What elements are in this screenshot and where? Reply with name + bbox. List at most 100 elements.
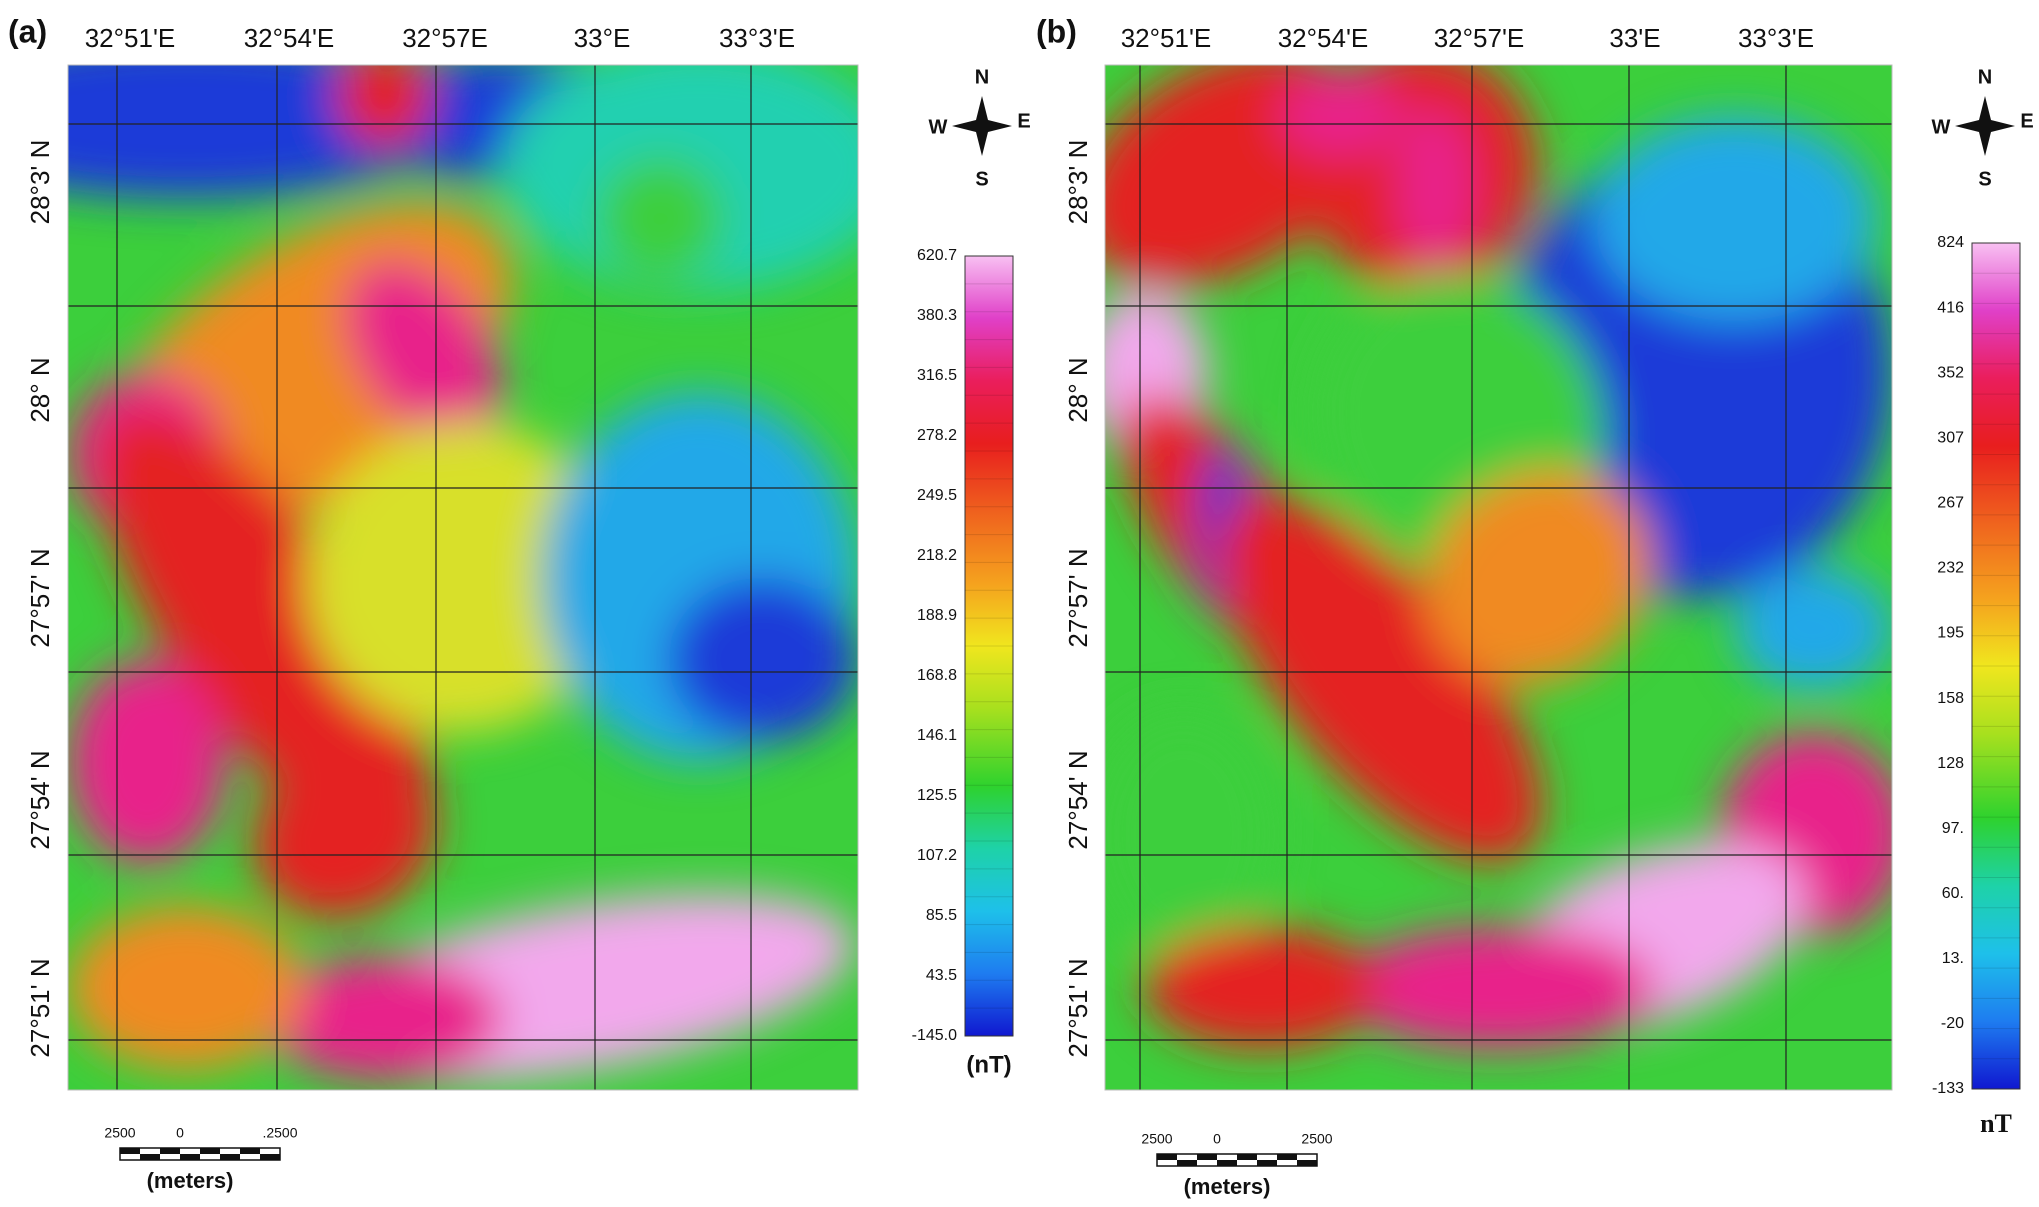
panel-label: (a) <box>8 13 47 49</box>
map-frame <box>1104 64 1893 1091</box>
colorbar-label: 218.2 <box>917 547 957 564</box>
colorbar-label: -20 <box>1941 1015 1964 1032</box>
colorbar-label: 107.2 <box>917 847 957 864</box>
longitude-label: 32°57E <box>402 23 488 53</box>
latitude-label: 28° N <box>25 357 55 422</box>
longitude-label: 33°E <box>574 23 631 53</box>
scale-label: 0 <box>1213 1131 1221 1147</box>
scale-label: 0 <box>176 1125 184 1141</box>
scale-segment <box>160 1148 180 1154</box>
compass-rose <box>1955 96 2015 156</box>
colorbar-label: 97. <box>1942 820 1964 837</box>
latitude-label: 27°54' N <box>1063 750 1093 849</box>
scale-segment <box>1297 1160 1317 1166</box>
colorbar-label: 125.5 <box>917 787 957 804</box>
colorbar-label: 380.3 <box>917 307 957 324</box>
scale-segment <box>1157 1154 1177 1160</box>
anomaly <box>668 577 858 742</box>
longitude-label: 32°57'E <box>1434 23 1525 53</box>
anomaly <box>1734 567 1892 691</box>
colorbar-label: 188.9 <box>917 607 957 624</box>
anomaly <box>99 411 432 846</box>
colorbar-label: 60. <box>1942 885 1964 902</box>
colorbar-label: 316.5 <box>917 367 957 384</box>
scale-unit: (meters) <box>147 1168 234 1193</box>
compass-s: S <box>1978 168 1991 190</box>
scale-label: 2500 <box>104 1125 135 1141</box>
longitude-label: 32°54'E <box>244 23 335 53</box>
compass-e: E <box>1017 110 1030 132</box>
anomaly <box>1424 469 1652 686</box>
colorbar <box>1971 242 2021 1090</box>
scale-label: 2500 <box>1141 1131 1172 1147</box>
colorbar-label: 43.5 <box>926 967 957 984</box>
colorbar-label: 195 <box>1937 625 1964 642</box>
colorbar-label: 128 <box>1937 755 1964 772</box>
latitude-label: 27°51' N <box>1063 958 1093 1057</box>
anomaly <box>597 157 724 281</box>
scale-segment <box>260 1154 280 1160</box>
magnetic-map <box>68 65 858 1090</box>
colorbar-label: 13. <box>1942 950 1964 967</box>
longitude-label: 33°3'E <box>1738 23 1814 53</box>
scale-label: .2500 <box>262 1125 297 1141</box>
colorbar-unit: (nT) <box>966 1051 1011 1078</box>
compass-s: S <box>975 168 988 190</box>
anomaly <box>1105 710 1279 957</box>
colorbar-label: 267 <box>1937 495 1964 512</box>
colorbar-label: 85.5 <box>926 907 957 924</box>
scale-segment <box>120 1148 140 1154</box>
colorbar-label: 249.5 <box>917 487 957 504</box>
scale-segment <box>1177 1160 1197 1166</box>
compass-w: W <box>1932 116 1951 138</box>
scale-segment <box>200 1148 220 1154</box>
anomaly <box>1396 106 1475 270</box>
colorbar-unit: nT <box>1980 1109 2012 1138</box>
map-frame <box>67 64 859 1091</box>
anomaly <box>306 422 620 733</box>
scale-bar <box>119 1147 281 1161</box>
scale-unit: (meters) <box>1184 1174 1271 1199</box>
scale-segment <box>240 1148 260 1154</box>
latitude-label: 27°51' N <box>25 958 55 1057</box>
anomaly-blobs <box>1105 65 1892 1049</box>
colorbar-label: 620.7 <box>917 247 957 264</box>
colorbar <box>964 255 1014 1037</box>
longitude-label: 33'E <box>1609 23 1660 53</box>
longitude-label: 32°51'E <box>1121 23 1212 53</box>
colorbar-label: 352 <box>1937 364 1964 381</box>
compass-w: W <box>929 116 948 138</box>
anomaly <box>265 956 503 1080</box>
anomaly <box>1218 496 1543 864</box>
anomaly <box>252 748 437 920</box>
scale-segment <box>1217 1160 1237 1166</box>
longitude-label: 32°54'E <box>1278 23 1369 53</box>
latitude-label: 27°57' N <box>1063 548 1093 647</box>
scale-label: 2500 <box>1301 1131 1332 1147</box>
panel-label: (b) <box>1036 13 1077 49</box>
anomaly <box>1278 75 1405 158</box>
anomaly <box>1144 926 1381 1049</box>
anomaly <box>1592 116 1877 322</box>
latitude-label: 28°3' N <box>1063 140 1093 225</box>
colorbar-label: 232 <box>1937 560 1964 577</box>
anomaly <box>68 659 226 865</box>
colorbar-label: 824 <box>1937 234 1964 251</box>
compass-n: N <box>975 66 989 88</box>
scale-segment <box>140 1154 160 1160</box>
anomaly <box>1341 926 1656 1049</box>
compass-rose <box>952 96 1012 156</box>
scale-segment <box>1237 1154 1257 1160</box>
colorbar-label: 168.8 <box>917 667 957 684</box>
colorbar-label: 158 <box>1937 690 1964 707</box>
latitude-label: 28°3' N <box>25 140 55 225</box>
latitude-label: 28° N <box>1063 357 1093 422</box>
longitude-label: 33°3'E <box>719 23 795 53</box>
scale-segment <box>1197 1154 1217 1160</box>
scale-segment <box>180 1154 200 1160</box>
colorbar-label: 278.2 <box>917 427 957 444</box>
latitude-label: 27°57' N <box>25 548 55 647</box>
anomaly <box>68 905 305 1070</box>
colorbar-label: 146.1 <box>917 727 957 744</box>
